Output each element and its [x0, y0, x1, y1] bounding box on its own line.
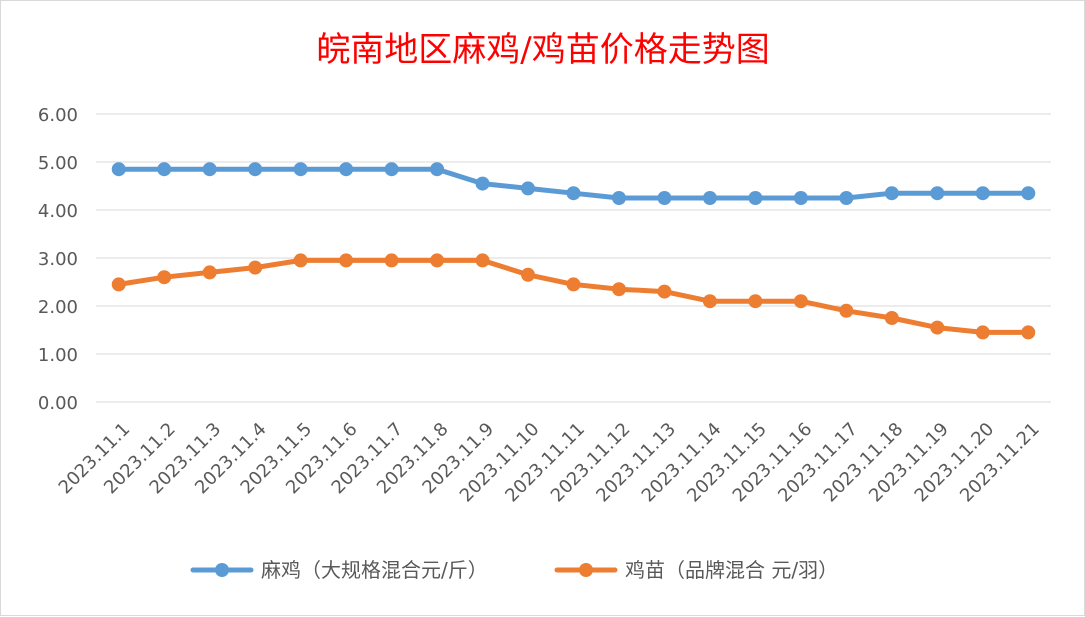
data-point — [1021, 325, 1036, 340]
legend-label-1: 鸡苗（品牌混合 元/羽） — [625, 558, 838, 582]
data-point — [384, 162, 399, 177]
data-point — [248, 260, 263, 275]
data-point — [384, 253, 399, 268]
data-point — [793, 191, 808, 205]
data-point — [930, 320, 945, 335]
data-point — [293, 253, 308, 268]
data-point — [293, 162, 308, 177]
data-point — [157, 270, 172, 285]
data-point — [702, 294, 717, 309]
y-tick-label: 6.00 — [38, 105, 78, 126]
data-point — [111, 162, 126, 177]
data-point — [475, 176, 490, 191]
data-point — [339, 253, 354, 268]
data-point — [702, 191, 717, 205]
data-point — [430, 162, 445, 177]
y-tick-label: 1.00 — [38, 345, 78, 366]
y-tick-label: 3.00 — [38, 249, 78, 270]
data-point — [748, 294, 763, 309]
y-tick-label: 5.00 — [38, 153, 78, 174]
data-point — [657, 191, 672, 205]
data-point — [975, 325, 990, 340]
data-point — [521, 267, 536, 282]
y-tick-label: 2.00 — [38, 297, 78, 318]
data-point — [793, 294, 808, 309]
data-point — [566, 186, 581, 201]
data-point — [748, 191, 763, 205]
data-point — [611, 191, 626, 205]
data-point — [1021, 186, 1036, 201]
chart-title: 皖南地区麻鸡/鸡苗价格走势图 — [316, 30, 769, 70]
data-point — [930, 186, 945, 201]
x-axis-ticks: 2023.11.12023.11.22023.11.32023.11.42023… — [55, 419, 1044, 507]
data-point — [657, 284, 672, 299]
grid-lines — [96, 113, 1051, 403]
legend-marker-0 — [215, 563, 229, 577]
data-point — [339, 162, 354, 177]
y-tick-label: 0.00 — [38, 393, 78, 414]
data-point — [521, 181, 536, 196]
data-point — [202, 162, 217, 177]
data-point — [884, 311, 899, 325]
data-point — [566, 277, 581, 292]
data-point — [475, 253, 490, 268]
series-lines — [111, 162, 1036, 340]
data-point — [611, 282, 626, 297]
legend: 麻鸡（大规格混合元/斤） 鸡苗（品牌混合 元/羽） — [190, 558, 838, 582]
data-point — [202, 265, 217, 280]
y-tick-label: 4.00 — [38, 201, 78, 222]
legend-marker-1 — [579, 563, 593, 577]
data-point — [430, 253, 445, 268]
y-axis-ticks: 0.00 1.00 2.00 3.00 4.00 5.00 6.00 — [38, 105, 78, 414]
data-point — [111, 277, 126, 292]
legend-label-0: 麻鸡（大规格混合元/斤） — [261, 558, 488, 582]
data-point — [839, 191, 854, 205]
data-point — [248, 162, 263, 177]
data-point — [975, 186, 990, 201]
data-point — [839, 303, 854, 318]
data-point — [884, 186, 899, 201]
data-point — [157, 162, 172, 177]
